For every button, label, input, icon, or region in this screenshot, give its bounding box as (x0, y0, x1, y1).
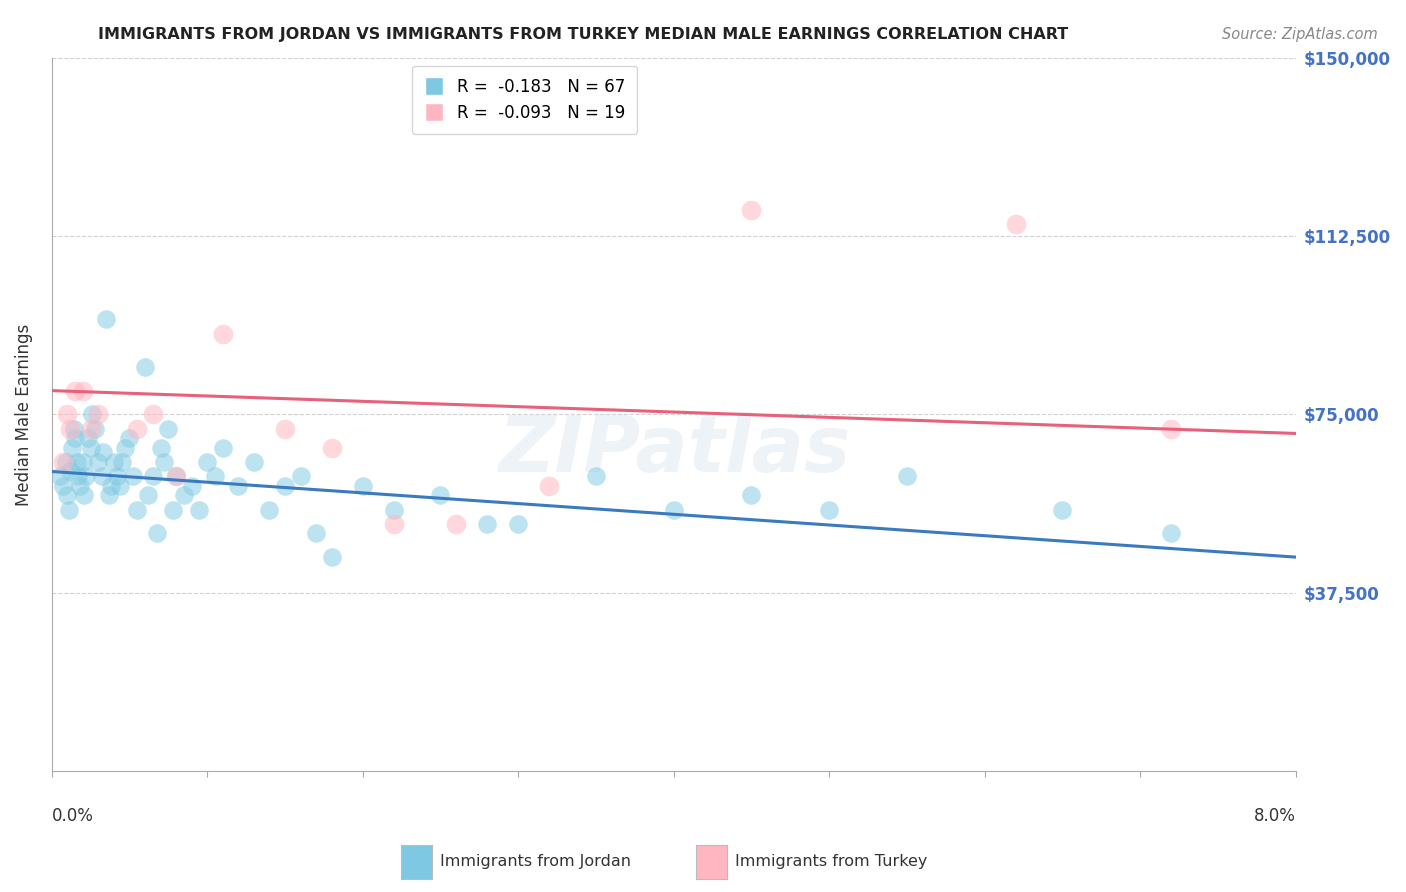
Point (146, 526, 169, 541)
Point (162, 502, 184, 516)
Point (1004, 217, 1026, 231)
Point (136, 488, 159, 502)
Point (91, 445, 114, 459)
Point (72, 455, 94, 469)
Point (48, 469, 70, 483)
Point (76, 431, 98, 445)
Point (321, 550, 343, 565)
Point (740, 202, 762, 217)
Point (896, 469, 918, 483)
Point (211, 441, 233, 455)
Point (818, 502, 841, 516)
Point (149, 441, 172, 455)
Point (305, 526, 328, 541)
Point (55, 455, 77, 469)
Point (52, 479, 75, 493)
Point (585, 469, 607, 483)
Point (195, 455, 218, 469)
Text: 8.0%: 8.0% (1254, 806, 1295, 825)
Point (65, 455, 87, 469)
Text: ZIPatlas: ZIPatlas (498, 412, 849, 488)
Point (243, 455, 266, 469)
Point (204, 469, 226, 483)
Point (114, 441, 136, 455)
Point (444, 516, 467, 531)
Point (1052, 502, 1074, 516)
Text: Source: ZipAtlas.com: Source: ZipAtlas.com (1222, 27, 1378, 42)
Point (211, 326, 233, 341)
Point (538, 479, 561, 493)
Point (98, 488, 121, 502)
Point (108, 479, 131, 493)
Text: Immigrants from Jordan: Immigrants from Jordan (440, 855, 631, 869)
Point (79, 422, 101, 436)
Point (96, 312, 118, 326)
Point (67, 469, 90, 483)
Point (52, 455, 75, 469)
Point (127, 502, 149, 516)
Point (69, 479, 91, 493)
Point (259, 502, 281, 516)
Point (382, 516, 405, 531)
Point (121, 469, 143, 483)
Point (1160, 526, 1182, 541)
Y-axis label: Median Male Earnings: Median Male Earnings (15, 323, 32, 506)
Point (290, 469, 312, 483)
Point (508, 516, 530, 531)
Point (73, 488, 96, 502)
Point (352, 479, 374, 493)
Point (188, 502, 211, 516)
Point (321, 441, 343, 455)
Text: IMMIGRANTS FROM JORDAN VS IMMIGRANTS FROM TURKEY MEDIAN MALE EARNINGS CORRELATIO: IMMIGRANTS FROM JORDAN VS IMMIGRANTS FRO… (98, 27, 1069, 42)
Point (62, 422, 84, 436)
Point (84, 422, 107, 436)
Point (142, 408, 165, 422)
Point (1160, 422, 1182, 436)
Point (274, 422, 297, 436)
Point (58, 502, 80, 516)
Point (103, 455, 125, 469)
Point (142, 469, 165, 483)
Point (165, 469, 187, 483)
Point (173, 488, 195, 502)
Point (63, 384, 86, 398)
Point (87, 408, 110, 422)
Point (228, 479, 250, 493)
Point (72, 384, 94, 398)
Point (662, 502, 685, 516)
Legend: R =  -0.183   N = 67, R =  -0.093   N = 19: R = -0.183 N = 67, R = -0.093 N = 19 (412, 66, 637, 134)
Point (382, 502, 405, 516)
Point (56, 488, 79, 502)
Point (59, 465, 82, 479)
Point (87, 455, 110, 469)
Point (79, 441, 101, 455)
Point (165, 469, 187, 483)
Point (75, 469, 97, 483)
Point (127, 422, 149, 436)
Point (740, 488, 762, 502)
Point (100, 479, 122, 493)
Point (105, 469, 128, 483)
Text: 0.0%: 0.0% (52, 806, 94, 825)
Point (63, 431, 86, 445)
Text: Immigrants from Turkey: Immigrants from Turkey (735, 855, 928, 869)
Point (180, 479, 202, 493)
Point (475, 516, 498, 531)
Point (118, 431, 141, 445)
Point (134, 359, 156, 374)
Point (157, 422, 180, 436)
Point (90, 469, 112, 483)
Point (59, 422, 82, 436)
Point (60, 441, 83, 455)
Point (429, 488, 451, 502)
Point (152, 455, 174, 469)
Point (274, 479, 297, 493)
Point (111, 455, 134, 469)
Point (82, 408, 104, 422)
Point (56, 408, 79, 422)
